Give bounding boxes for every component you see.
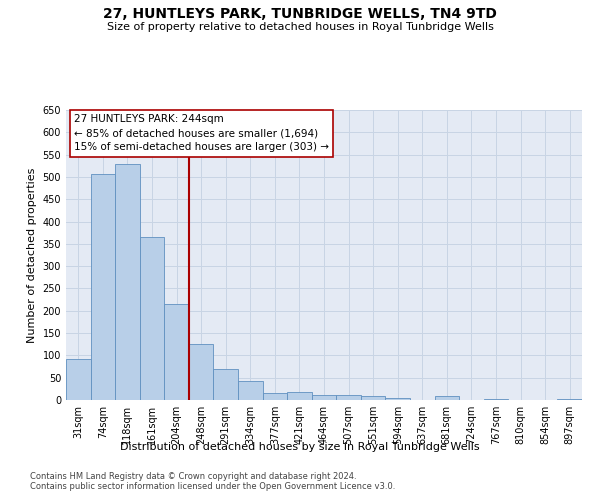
Bar <box>214 369 238 400</box>
Bar <box>434 396 459 400</box>
Bar <box>385 398 410 400</box>
Text: 27, HUNTLEYS PARK, TUNBRIDGE WELLS, TN4 9TD: 27, HUNTLEYS PARK, TUNBRIDGE WELLS, TN4 … <box>103 8 497 22</box>
Bar <box>164 304 189 400</box>
Bar <box>312 395 336 400</box>
Bar <box>91 174 115 400</box>
Text: Distribution of detached houses by size in Royal Tunbridge Wells: Distribution of detached houses by size … <box>120 442 480 452</box>
Bar <box>238 381 263 400</box>
Bar <box>287 392 312 400</box>
Text: 27 HUNTLEYS PARK: 244sqm
← 85% of detached houses are smaller (1,694)
15% of sem: 27 HUNTLEYS PARK: 244sqm ← 85% of detach… <box>74 114 329 152</box>
Text: Size of property relative to detached houses in Royal Tunbridge Wells: Size of property relative to detached ho… <box>107 22 493 32</box>
Text: Contains public sector information licensed under the Open Government Licence v3: Contains public sector information licen… <box>30 482 395 491</box>
Bar <box>336 395 361 400</box>
Bar <box>557 398 582 400</box>
Bar <box>140 237 164 400</box>
Bar <box>115 164 140 400</box>
Bar <box>66 359 91 400</box>
Bar <box>484 398 508 400</box>
Y-axis label: Number of detached properties: Number of detached properties <box>27 168 37 342</box>
Bar <box>263 393 287 400</box>
Text: Contains HM Land Registry data © Crown copyright and database right 2024.: Contains HM Land Registry data © Crown c… <box>30 472 356 481</box>
Bar <box>189 344 214 400</box>
Bar <box>361 396 385 400</box>
